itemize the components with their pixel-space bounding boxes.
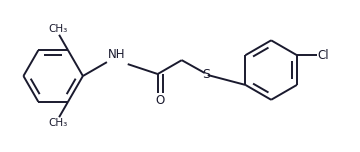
Text: Cl: Cl [318, 49, 329, 62]
Text: S: S [202, 67, 210, 81]
Text: CH₃: CH₃ [49, 24, 68, 34]
Text: CH₃: CH₃ [49, 118, 68, 128]
Text: O: O [155, 94, 164, 107]
Text: NH: NH [108, 48, 125, 61]
